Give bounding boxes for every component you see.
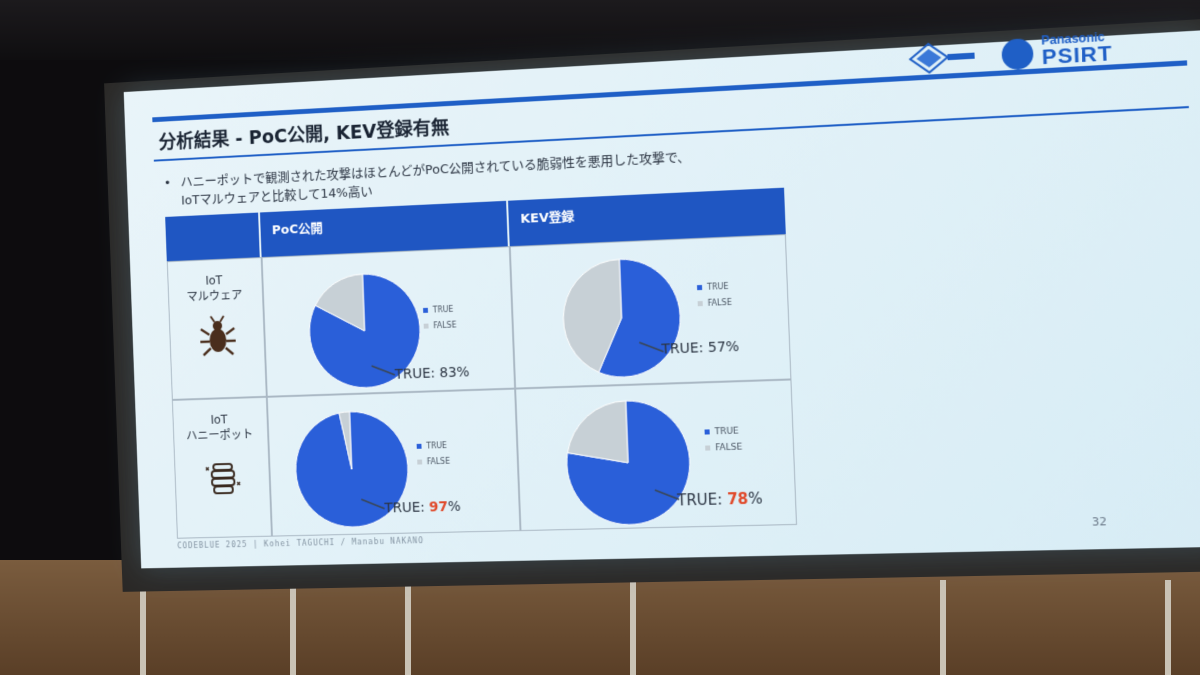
wall-panel-divider [630,580,636,675]
pie-chart-malware-kev [559,255,684,381]
legend-true-label: TRUE [433,305,454,315]
wall-panel-divider [290,580,296,675]
header-kev-label: KEV登録 [520,206,575,227]
legend-true-label: TRUE [707,282,729,292]
legend-false: FALSE [705,440,743,457]
comparison-table: PoC公開 KEV登録 IoT マルウェア IoT ハニーポット [165,188,797,539]
callout-suffix: % [748,489,763,507]
legend-honeypot-kev: TRUE FALSE [704,423,742,456]
legend-true-swatch [417,444,422,449]
legend-false: FALSE [417,454,450,471]
slide-footer: CODEBLUE 2025 | Kohei TAGUCHI / Manabu N… [177,536,424,550]
legend-false-swatch [705,445,710,450]
callout-highlight-value: 97 [429,499,448,515]
table-header-corner [165,213,260,262]
callout-prefix: TRUE: [384,500,429,517]
callout-prefix: TRUE: [677,490,728,509]
row-label-honeypot: IoT ハニーポット [172,410,266,444]
callout-malware-poc: TRUE: 83% [395,364,470,382]
honeypot-icon [202,456,245,500]
callout-highlight-value: 78 [727,490,749,509]
legend-honeypot-poc: TRUE FALSE [416,438,450,470]
legend-false-label: FALSE [715,443,742,454]
wall-panel-divider [940,580,946,675]
legend-false-label: FALSE [708,298,732,308]
legend-true: TRUE [423,302,456,319]
page-number: 32 [1092,515,1107,529]
wall-panel-divider [405,580,411,675]
header-poc-label: PoC公開 [271,217,323,238]
row-label-malware: IoT マルウェア [167,271,261,306]
wall-panel-divider [1165,580,1171,675]
legend-true-swatch [697,285,702,290]
row-label-honeypot-line2: ハニーポット [173,426,267,444]
legend-false-label: FALSE [433,321,456,331]
legend-true-label: TRUE [426,441,447,450]
legend-false-label: FALSE [427,457,450,466]
projected-slide: Panasonic PSIRT 分析結果 - PoC公開, KEV登録有無 • ハ… [124,30,1200,568]
title-accent-bar [152,60,1187,122]
callout-honeypot-poc: TRUE: 97% [384,499,461,517]
legend-true-swatch [423,308,428,313]
legend-false-swatch [417,460,422,465]
legend-true: TRUE [704,423,742,440]
legend-malware-poc: TRUE FALSE [423,302,457,335]
legend-false-swatch [698,301,703,306]
legend-false: FALSE [423,318,456,335]
legend-true-label: TRUE [714,427,739,438]
legend-false: FALSE [697,295,732,312]
legend-true: TRUE [416,438,449,455]
callout-malware-kev: TRUE: 57% [661,339,739,358]
bug-icon [197,314,239,358]
pie-chart-honeypot-kev [563,397,695,528]
callout-suffix: % [448,499,461,515]
legend-true-swatch [705,429,710,434]
legend-true: TRUE [697,279,732,296]
callout-honeypot-kev: TRUE: 78% [677,489,763,509]
legend-malware-kev: TRUE FALSE [697,279,732,312]
legend-false-swatch [424,324,429,329]
panasonic-badge-icon [1001,38,1034,71]
bullet-dot: • [164,174,181,193]
wall-panel-divider [140,580,146,675]
